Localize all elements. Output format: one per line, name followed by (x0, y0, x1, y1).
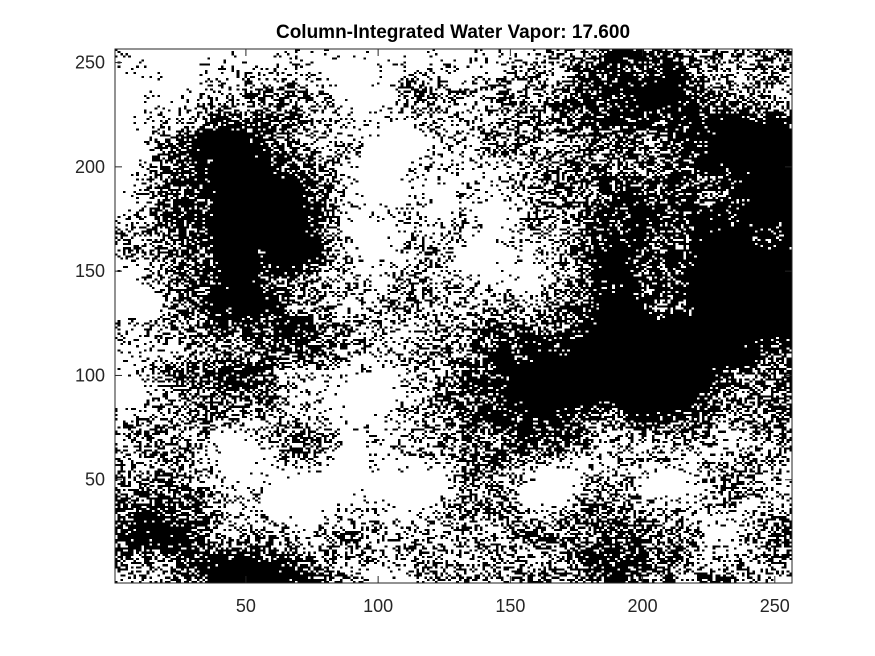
x-tick-labels: 50 100 150 200 250 (236, 596, 790, 616)
y-tick-label: 250 (75, 53, 105, 73)
x-tick-label: 250 (760, 596, 790, 616)
y-tick-label: 100 (75, 365, 105, 385)
water-vapor-heatmap (115, 49, 792, 583)
y-tick-labels: 50 100 150 200 250 (75, 53, 105, 490)
y-tick-label: 50 (85, 470, 105, 490)
chart-title: Column-Integrated Water Vapor: 17.600 (276, 22, 630, 43)
x-tick-label: 50 (236, 596, 256, 616)
plot-area (114, 48, 793, 584)
y-tick-label: 200 (75, 157, 105, 177)
x-tick-label: 100 (363, 596, 393, 616)
axes-box (114, 48, 793, 584)
axes-ticks (115, 49, 792, 583)
x-tick-label: 150 (495, 596, 525, 616)
x-tick-label: 200 (628, 596, 658, 616)
y-tick-label: 150 (75, 261, 105, 281)
